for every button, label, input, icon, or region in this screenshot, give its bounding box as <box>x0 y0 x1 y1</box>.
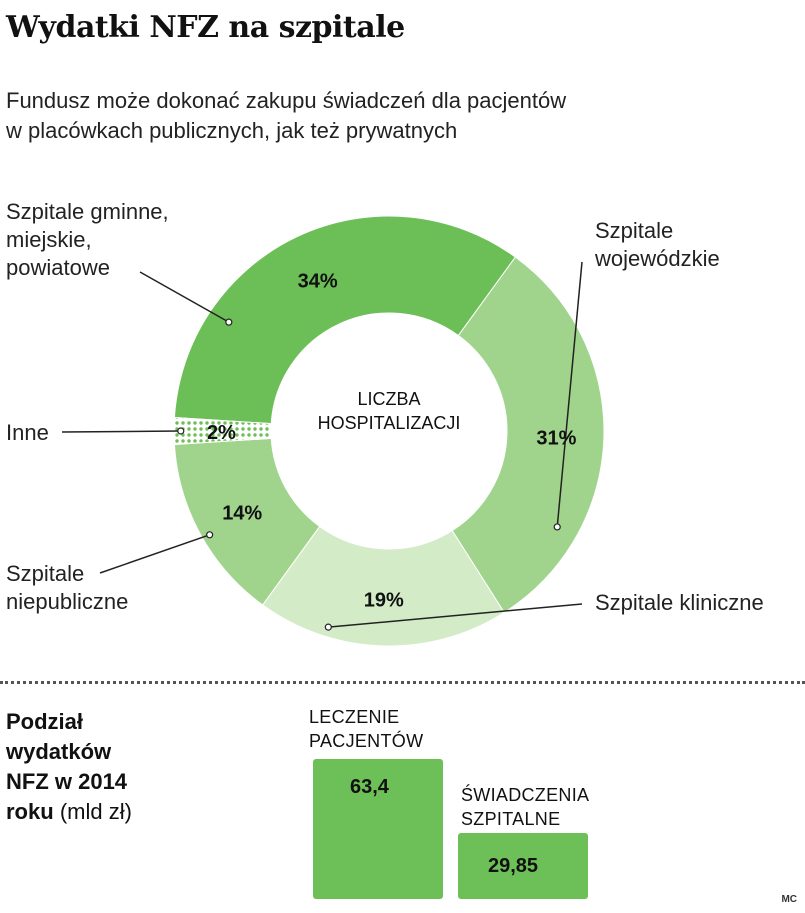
leader-dot-inne <box>177 427 185 435</box>
value-label-niepubliczne: 14% <box>222 503 262 525</box>
leader-line-kliniczne <box>328 603 583 628</box>
slice-label-gminne: Szpitale gminne, miejskie, powiatowe <box>6 199 169 280</box>
subtitle-line-2: w placówkach publicznych, jak też prywat… <box>6 118 458 143</box>
leader-dot-kliniczne <box>324 623 332 631</box>
chart-title: Wydatki NFZ na szpitale <box>6 10 405 45</box>
bar-label-swiadczenia: ŚWIADCZENIA SZPITALNE <box>461 785 590 829</box>
leader-line-inne <box>61 430 181 433</box>
bar-value-swiadczenia: 29,85 <box>488 855 539 878</box>
leader-line-niepubliczne <box>99 534 210 574</box>
bar-value-leczenie: 63,4 <box>350 776 389 798</box>
value-label-kliniczne: 19% <box>364 589 404 611</box>
leader-line-gminne <box>139 271 230 323</box>
leader-dot-niepubliczne <box>206 531 214 539</box>
value-label-gminne: 34% <box>298 270 338 292</box>
center-label-line-1: LICZBA <box>357 389 420 409</box>
slice-inne <box>173 416 272 446</box>
leader-line-wojewodzkie <box>556 261 583 528</box>
bar-chart-unit: (mld zł) <box>59 799 132 824</box>
leader-dot-wojewodzkie <box>553 523 561 531</box>
slice-gminne <box>173 215 517 425</box>
value-label-wojewodzkie: 31% <box>536 427 576 449</box>
center-label-line-2: HOSPITALIZACJI <box>318 413 461 433</box>
section-divider <box>0 681 805 684</box>
bar-swiadczenia <box>458 833 588 899</box>
subtitle-line-1: Fundusz może dokonać zakupu świadczeń dl… <box>6 88 567 113</box>
bar-label-leczenie: LECZENIE PACJENTÓW <box>309 707 424 751</box>
slice-label-inne: Inne <box>6 420 49 445</box>
slice-wojewodzkie <box>451 256 605 614</box>
slice-label-kliniczne: Szpitale kliniczne <box>595 590 764 615</box>
leader-dot-gminne <box>225 318 233 326</box>
bar-chart-title: Podział wydatków NFZ w 2014 roku (mld zł… <box>6 709 132 824</box>
slice-label-niepubliczne: Szpitale niepubliczne <box>6 561 129 614</box>
donut-chart: 34% 31% 19% 14% 2% LICZBA HOSPITALIZACJI <box>61 215 605 647</box>
author-credit: MC <box>781 894 797 905</box>
value-label-inne: 2% <box>207 422 236 444</box>
slice-label-wojewodzkie: Szpitale wojewódzkie <box>595 218 720 271</box>
chart-subtitle: Fundusz może dokonać zakupu świadczeń dl… <box>6 86 566 146</box>
bar-leczenie <box>313 759 443 899</box>
